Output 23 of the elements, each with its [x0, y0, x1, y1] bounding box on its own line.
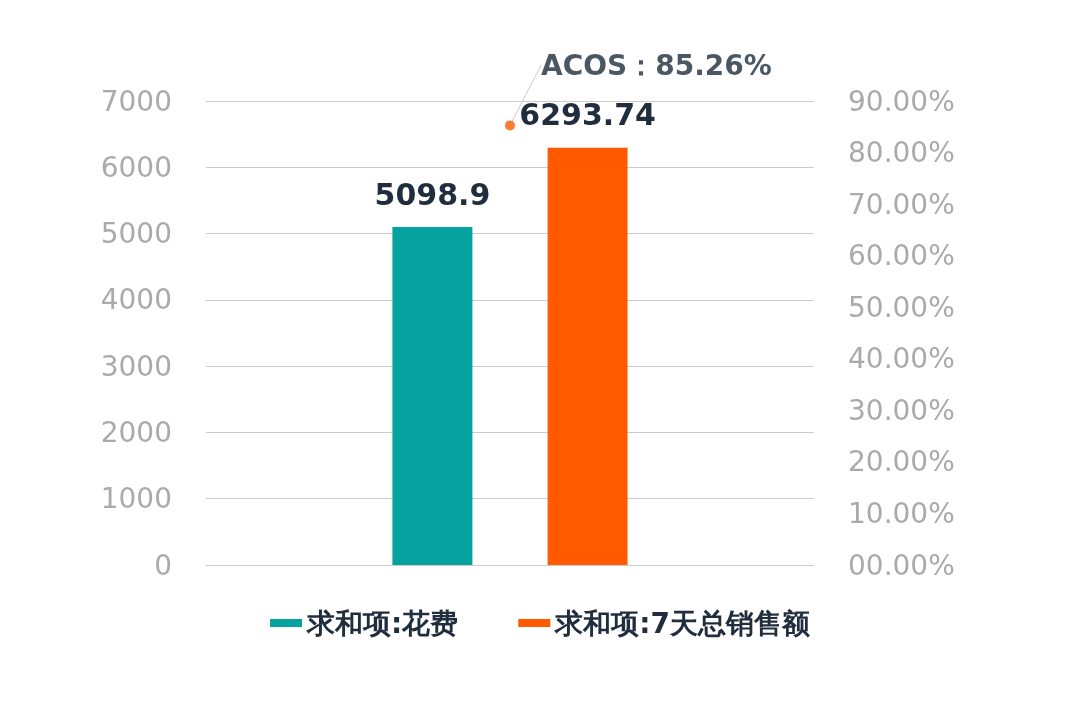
data-label: 5098.9: [374, 176, 491, 212]
data-label: ACOS：85.26%: [541, 48, 772, 82]
y-tick-label: 3000: [100, 349, 172, 383]
y2-tick-label: 50.00%: [848, 290, 955, 324]
y2-tick-label: 40.00%: [848, 342, 955, 376]
data-label: 6293.74: [519, 97, 656, 133]
y2-tick-label: 20.00%: [848, 445, 955, 479]
y2-tick-label: 00.00%: [848, 548, 955, 582]
y2-tick-label: 80.00%: [848, 136, 955, 170]
y-tick-label: 2000: [100, 415, 172, 449]
y2-tick-label: 70.00%: [848, 187, 955, 221]
y2-tick-label: 30.00%: [848, 393, 955, 427]
legend-label: 求和项:7天总销售额: [554, 606, 811, 640]
legend-label: 求和项:花费: [306, 606, 459, 640]
y-tick-label: 1000: [100, 482, 172, 516]
y2-tick-label: 90.00%: [848, 84, 955, 118]
y-tick-label: 6000: [100, 150, 172, 184]
y2-tick-label: 10.00%: [848, 496, 955, 530]
y-tick-label: 4000: [100, 283, 172, 317]
y-tick-label: 7000: [100, 84, 172, 118]
y-tick-label: 0: [154, 548, 172, 582]
y-tick-label: 5000: [100, 217, 172, 251]
y2-tick-label: 60.00%: [848, 239, 955, 273]
